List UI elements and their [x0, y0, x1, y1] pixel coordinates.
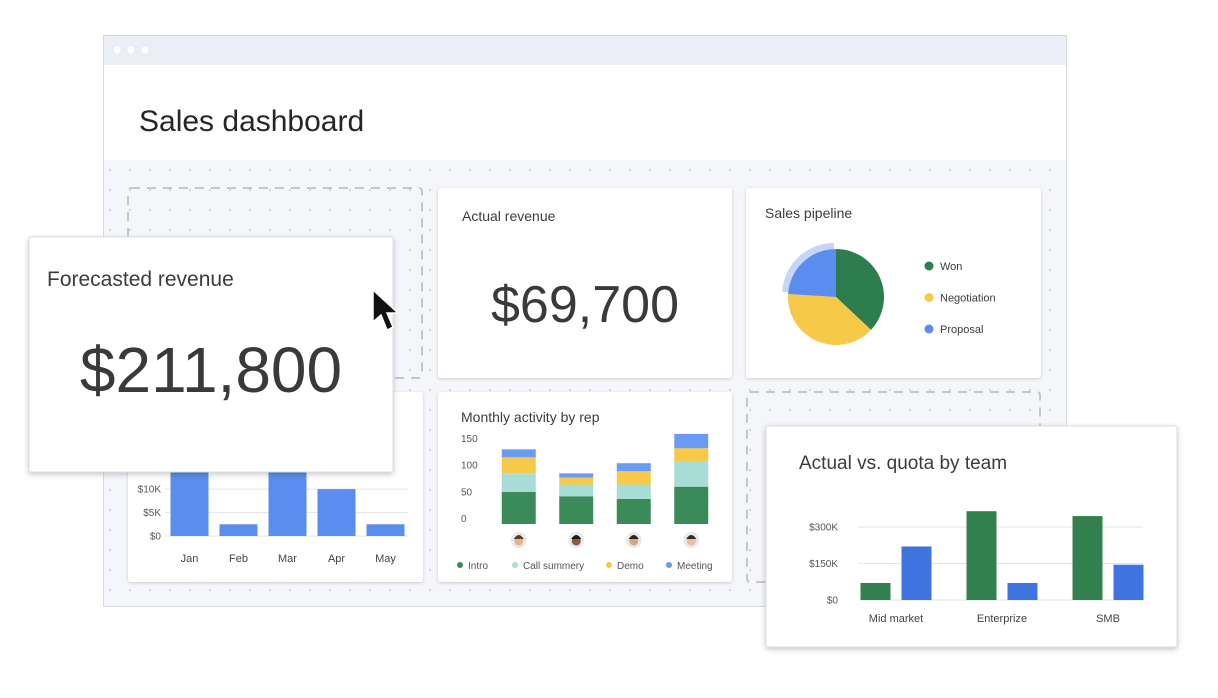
x-tick-label: May [375, 553, 396, 565]
bar-segment [616, 484, 651, 499]
dashboard-title: Sales dashboard [139, 105, 364, 138]
y-tick-label: 150 [461, 434, 478, 445]
bar [901, 546, 932, 600]
actual-card: Actual revenue $69,700 [438, 188, 732, 378]
kpi-value: $211,800 [80, 334, 342, 406]
bar-segment [616, 471, 651, 485]
x-tick-label: Enterprize [977, 613, 1027, 625]
bar-segment [674, 486, 709, 524]
bar-segment [559, 473, 594, 478]
card-title: Actual revenue [462, 208, 556, 224]
chart-title: Monthly activity by rep [461, 409, 600, 425]
y-tick-label: 0 [461, 514, 467, 525]
pie-slice [836, 249, 885, 330]
bar-segment [501, 492, 536, 524]
bar [1072, 516, 1103, 600]
x-tick-label: Jan [181, 553, 199, 565]
legend-swatch [512, 562, 518, 568]
x-tick-label: Apr [328, 553, 345, 565]
y-tick-label: $0 [827, 596, 839, 607]
legend-label: Negotiation [940, 293, 996, 305]
x-tick-label: SMB [1096, 613, 1120, 625]
legend-swatch [666, 562, 672, 568]
kpi-value: $69,700 [491, 276, 679, 334]
bar-segment [616, 463, 651, 472]
bar-segment [501, 473, 536, 492]
legend-swatch [924, 293, 934, 302]
card-title: Forecasted revenue [47, 268, 234, 291]
legend-swatch [924, 261, 934, 271]
y-tick-label: $150K [809, 559, 838, 570]
legend-label: Call summery [523, 561, 584, 572]
legend-label: Proposal [940, 324, 983, 336]
y-tick-label: $300K [809, 523, 838, 534]
legend-label: Demo [617, 561, 644, 572]
bar-segment [616, 498, 651, 524]
bar [966, 511, 997, 600]
forecast-card: Forecasted revenue $211,800 [28, 236, 394, 473]
bar [170, 465, 209, 536]
bar-segment [559, 484, 594, 497]
bar [219, 524, 258, 536]
legend-swatch [924, 324, 934, 334]
bar [366, 524, 405, 536]
y-tick-label: $0 [150, 532, 162, 543]
window-bar [104, 36, 1066, 65]
legend-label: Won [940, 261, 962, 273]
bar-segment [559, 477, 594, 485]
y-tick-label: 100 [461, 461, 478, 472]
bar-segment [674, 461, 709, 487]
avatar-hair [628, 535, 639, 539]
y-tick-label: $10K [138, 485, 162, 496]
quota-card: Actual vs. quota by team $0 $150K $300K Mid … [765, 425, 1178, 648]
avatar-hair [513, 535, 524, 539]
bar [317, 489, 356, 536]
card [438, 188, 732, 378]
bar [1113, 564, 1144, 600]
avatar-hair [686, 535, 697, 539]
pie-slice [788, 249, 836, 297]
y-tick-label: 50 [461, 487, 473, 498]
y-tick-label: $5K [143, 508, 161, 519]
bar [268, 465, 307, 536]
bar-segment [674, 433, 709, 449]
bar-segment [501, 457, 536, 474]
bar [860, 582, 891, 600]
x-tick-label: Mid market [869, 613, 923, 625]
header [104, 65, 1066, 160]
chart-title: Actual vs. quota by team [799, 453, 1007, 474]
card [28, 236, 394, 473]
bar [1007, 582, 1038, 600]
legend-label: Meeting [677, 561, 713, 572]
bar-segment [501, 449, 536, 458]
avatar-hair [571, 535, 582, 539]
window-dot [141, 46, 149, 54]
cursor [372, 288, 400, 332]
window-dot [113, 46, 121, 54]
bar-segment [559, 496, 594, 524]
x-tick-label: Mar [278, 553, 297, 565]
pie-slice [788, 293, 871, 346]
legend-label: Intro [468, 561, 488, 572]
chart-title: Sales pipeline [765, 205, 852, 221]
bar-segment [674, 448, 709, 462]
legend-swatch [606, 562, 612, 568]
activity-card: Monthly activity by rep 0 50 100 150 Intro Cal… [438, 392, 732, 582]
legend-swatch [457, 562, 463, 568]
window-dot [127, 46, 135, 54]
pipeline-card: Sales pipeline Won Negotiation Proposal [746, 188, 1041, 378]
x-tick-label: Feb [229, 553, 248, 565]
